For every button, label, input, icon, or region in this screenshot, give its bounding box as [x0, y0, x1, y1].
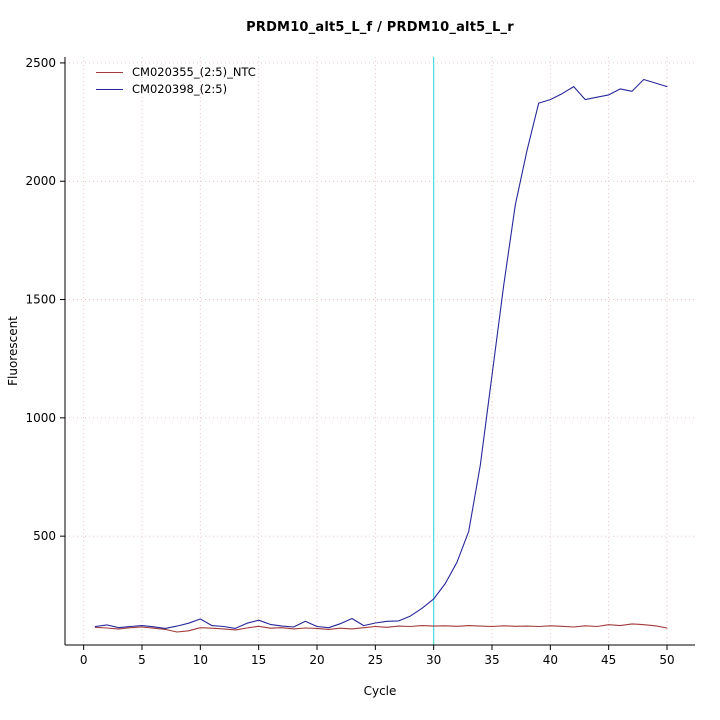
- x-axis-label: Cycle: [363, 684, 397, 698]
- legend-line-swatch-sample: [96, 89, 123, 90]
- chart-title: PRDM10_alt5_L_f / PRDM10_alt5_L_r: [246, 20, 514, 35]
- legend-entry-ntc: CM020355_(2:5)_NTC: [96, 64, 256, 81]
- chart-legend: CM020355_(2:5)_NTC CM020398_(2:5): [96, 64, 256, 98]
- legend-label-sample: CM020398_(2:5): [132, 82, 228, 96]
- y-tick-label: 2500: [25, 56, 56, 70]
- y-tick-label: 1500: [25, 293, 56, 307]
- x-tick-label: 50: [659, 653, 674, 667]
- series-line-0: [94, 623, 668, 633]
- y-tick-label: 1000: [25, 411, 56, 425]
- x-tick-label: 0: [80, 653, 88, 667]
- x-tick-label: 35: [484, 653, 499, 667]
- x-tick-label: 25: [368, 653, 383, 667]
- series-line-1: [94, 78, 668, 629]
- x-tick-label: 15: [251, 653, 266, 667]
- legend-entry-sample: CM020398_(2:5): [96, 81, 256, 98]
- y-axis-label: Fluorescent: [6, 316, 20, 386]
- legend-line-swatch-ntc: [96, 72, 123, 73]
- x-tick-label: 30: [426, 653, 441, 667]
- y-tick-label: 2000: [25, 174, 56, 188]
- x-tick-label: 5: [138, 653, 146, 667]
- x-tick-label: 10: [193, 653, 208, 667]
- x-tick-label: 45: [601, 653, 616, 667]
- x-tick-label: 20: [309, 653, 324, 667]
- y-tick-label: 500: [33, 529, 56, 543]
- legend-label-ntc: CM020355_(2:5)_NTC: [132, 65, 256, 79]
- x-tick-label: 40: [543, 653, 558, 667]
